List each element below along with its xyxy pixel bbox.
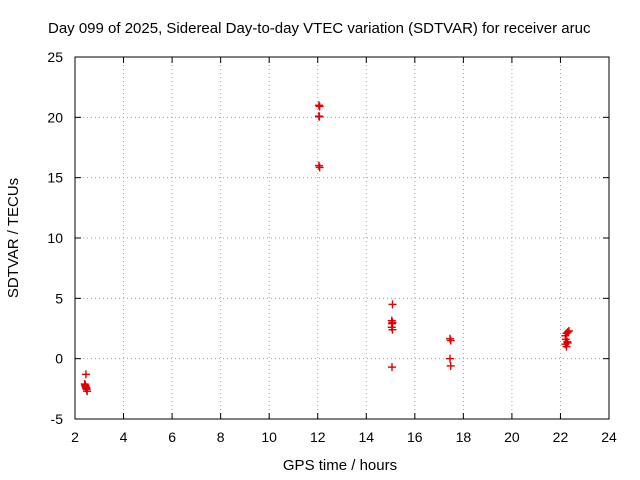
data-point: [314, 161, 323, 170]
data-point: [562, 342, 571, 351]
data-point: [388, 300, 397, 309]
x-tick-label: 2: [71, 429, 79, 445]
data-point: [315, 102, 324, 111]
data-point: [388, 363, 397, 372]
x-tick-label: 14: [358, 429, 374, 445]
data-point: [82, 383, 91, 392]
x-tick-label: 22: [553, 429, 569, 445]
x-tick-label: 16: [407, 429, 423, 445]
data-point: [315, 112, 324, 121]
data-point: [314, 101, 323, 110]
data-point: [446, 354, 455, 363]
x-tick-label: 20: [504, 429, 520, 445]
x-tick-label: 18: [456, 429, 472, 445]
data-point: [446, 334, 455, 343]
y-tick-label: -5: [51, 411, 64, 427]
x-tick-label: 4: [120, 429, 128, 445]
data-point: [81, 370, 90, 379]
data-point: [564, 326, 573, 335]
x-axis-label: GPS time / hours: [283, 457, 397, 474]
y-tick-label: 15: [47, 170, 63, 186]
y-axis-label: SDTVAR / TECUs: [5, 178, 22, 298]
x-tick-label: 10: [261, 429, 277, 445]
x-tick-label: 12: [310, 429, 326, 445]
chart-title: Day 099 of 2025, Sidereal Day-to-day VTE…: [48, 20, 591, 37]
data-point: [446, 361, 455, 370]
data-point: [563, 328, 572, 337]
y-tick-label: 20: [47, 109, 63, 125]
grid: [75, 57, 609, 419]
y-tick-label: 25: [47, 49, 63, 65]
data-point: [388, 325, 397, 334]
y-tick-label: 10: [47, 230, 63, 246]
data-point: [315, 163, 324, 172]
data-points: [80, 101, 573, 396]
data-point: [446, 336, 455, 345]
x-tick-label: 8: [217, 429, 225, 445]
x-tick-label: 24: [601, 429, 617, 445]
data-point: [83, 387, 92, 396]
x-tick-label: 6: [168, 429, 176, 445]
y-tick-label: 5: [55, 290, 63, 306]
data-point: [563, 338, 572, 347]
y-tick-label: 0: [55, 351, 63, 367]
